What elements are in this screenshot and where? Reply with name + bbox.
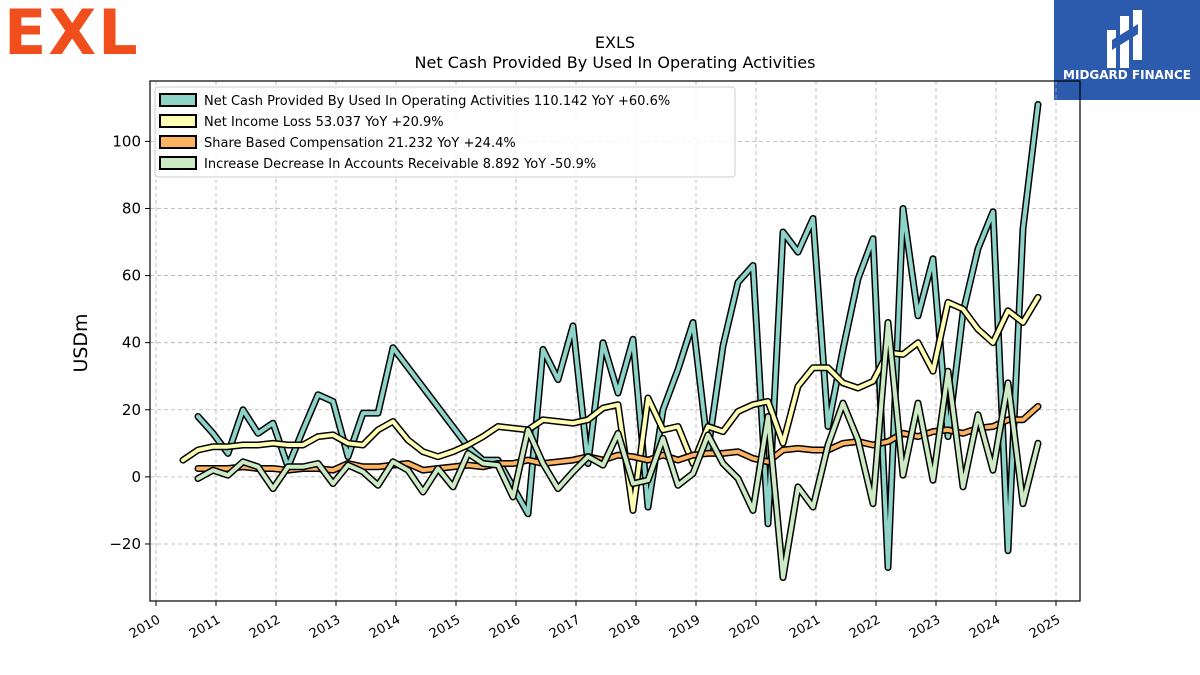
legend-swatch-1 (159, 114, 197, 128)
x-tick-label: 2011 (187, 612, 223, 642)
y-tick-label: 20 (122, 401, 141, 419)
y-tick-label: 40 (122, 334, 141, 352)
y-axis-label: USDm (70, 313, 92, 372)
y-tick-label: 0 (131, 468, 141, 486)
y-tick-label: 60 (122, 267, 141, 285)
legend-label-1: Net Income Loss 53.037 YoY +20.9% (204, 115, 444, 130)
y-tick-label: −20 (109, 535, 141, 553)
midgard-logo-bar-left (1107, 30, 1116, 68)
midgard-logo-bar-right (1133, 10, 1142, 60)
exl-logo: EXL (4, 0, 140, 69)
chart-title: EXLS (595, 33, 635, 52)
legend: Net Cash Provided By Used In Operating A… (154, 86, 736, 178)
plot-frame (149, 80, 1081, 602)
x-tick-label: 2017 (547, 612, 583, 642)
legend-label-0: Net Cash Provided By Used In Operating A… (204, 94, 670, 109)
midgard-logo-mark (1054, 0, 1200, 100)
legend-swatch-2 (159, 135, 197, 149)
x-tick-label: 2012 (247, 612, 283, 642)
legend-box (154, 86, 736, 178)
x-tick-label: 2021 (787, 612, 823, 642)
chart-subtitle: Net Cash Provided By Used In Operating A… (415, 53, 816, 72)
legend-swatch-3 (159, 156, 197, 170)
legend-swatch-0 (159, 93, 197, 107)
x-tick-label: 2018 (607, 612, 643, 642)
series-line-3 (196, 320, 1040, 580)
x-tick-label: 2023 (907, 612, 943, 642)
y-tick-label: 100 (112, 132, 141, 150)
legend-label-3: Increase Decrease In Accounts Receivable… (204, 157, 596, 172)
legend-label-2: Share Based Compensation 21.232 YoY +24.… (204, 136, 516, 151)
x-tick-label: 2010 (127, 612, 163, 642)
x-tick-label: 2016 (487, 612, 523, 642)
x-tick-label: 2022 (847, 612, 883, 642)
y-tick-label: 80 (122, 199, 141, 217)
x-tick-label: 2014 (367, 612, 403, 642)
series-line-1 (181, 295, 1040, 513)
midgard-logo-slash (1112, 24, 1138, 50)
midgard-logo-text: MIDGARD FINANCE (1063, 68, 1191, 82)
x-tick-label: 2013 (307, 612, 343, 642)
series-outline-3 (194, 319, 1042, 581)
midgard-finance-logo: MIDGARD FINANCE (1054, 0, 1200, 100)
x-tick-label: 2015 (427, 612, 463, 642)
x-tick-label: 2025 (1027, 612, 1063, 642)
series-line-0 (196, 102, 1040, 570)
x-tick-label: 2024 (967, 612, 1003, 642)
x-tick-label: 2020 (727, 612, 763, 642)
series-lines (179, 101, 1042, 581)
x-tick-label: 2019 (667, 612, 703, 642)
